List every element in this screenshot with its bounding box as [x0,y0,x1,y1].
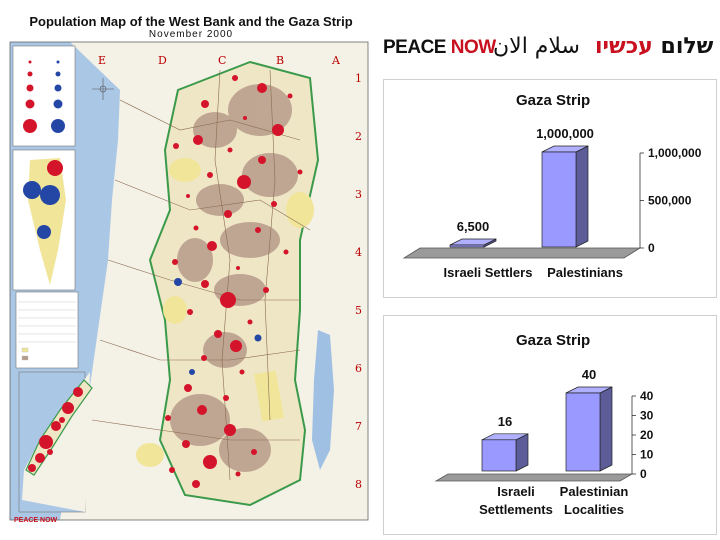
grid-column-label: B [276,54,285,67]
data-label: 16 [498,414,512,429]
bar-side [515,433,529,472]
bar-side [599,386,613,472]
bar-side [575,145,589,248]
data-label: 6,500 [457,219,490,234]
chart-floor [434,473,634,482]
chart-floor [402,247,642,259]
y-tick-label: 1,000,000 [648,146,702,160]
gaza-dots [28,387,83,472]
population-bar-chart: Gaza Strip 0 500,000 1,000,000 6,500 1,000,00… [402,92,702,280]
arabic-slogan: سلام الان [493,34,580,59]
hebrew-slogan: שלום עכשיו [595,34,713,59]
grid-column-label: E [98,54,107,67]
category-label: Settlements [479,502,553,517]
map-title: Population Map of the West Bank and the … [29,14,353,29]
chart-title: Gaza Strip [516,92,590,109]
peace-now-header: PEACE NOW سلام الان שלום עכשיו [383,34,718,74]
yellow-areas [136,158,314,467]
logo-now-word: NOW [450,37,496,58]
grid-row-label: 1 [355,72,362,85]
peace-now-logo: PEACE NOW [383,37,496,59]
grid-row-label: 6 [355,362,362,375]
gaza-population-chart: Gaza Strip 0 500,000 1,000,000 6,500 1,000,00… [383,79,717,298]
grid-column-label: A [332,54,340,67]
y-tick-label: 40 [640,389,654,403]
population-map: Population Map of the West Bank and the … [9,14,369,524]
category-label: Localities [564,502,624,517]
localities-bar-chart: Gaza Strip 0 10 20 30 40 16 40 Israeli Settlement… [434,332,654,517]
map-subtitle: November 2000 [148,29,234,40]
y-tick-label: 0 [640,467,647,481]
bar [481,439,517,472]
grid-column-label: D [158,54,167,67]
map-frame [9,41,369,521]
y-tick-label: 500,000 [648,194,692,208]
grid-row-label: 8 [355,478,362,491]
map-footer-logo: PEACE NOW [14,517,58,524]
gaza-localities-chart: Gaza Strip 0 10 20 30 40 16 40 Israeli Settlement… [383,315,717,535]
data-label: 1,000,000 [536,126,594,141]
grid-row-label: 7 [355,420,362,433]
legend-symbols [23,60,65,133]
grid-row-label: 3 [355,188,362,201]
palestinian-dots [174,278,262,375]
hebrew-shalom: שלום [660,34,714,59]
y-tick-label: 10 [640,448,654,462]
bar [565,392,601,472]
bar [541,151,577,248]
map-canvas [9,41,369,521]
grid-row-label: 2 [355,130,362,143]
y-tick-label: 20 [640,428,654,442]
y-tick-label: 30 [640,409,654,423]
legend-panel [12,45,76,147]
grid-row-label: 5 [355,304,362,317]
settlement-dots [165,75,303,488]
category-label: Israeli [497,484,535,499]
bar [449,244,485,248]
y-tick-label: 0 [648,241,655,255]
data-label: 40 [582,367,596,382]
category-label: Palestinians [547,265,623,280]
statistics-table [15,291,79,369]
category-label: Palestinian [560,484,629,499]
compass-rose [92,78,114,100]
hebrew-achshav: עכשיו [595,34,653,59]
grid-column-label: C [218,54,227,67]
grid-row-label: 4 [355,246,362,259]
category-label: Israeli Settlers [444,265,533,280]
built-up-areas [170,84,298,472]
dead-sea [312,330,334,470]
chart-title: Gaza Strip [516,332,590,349]
logo-peace-word: PEACE [383,37,446,58]
